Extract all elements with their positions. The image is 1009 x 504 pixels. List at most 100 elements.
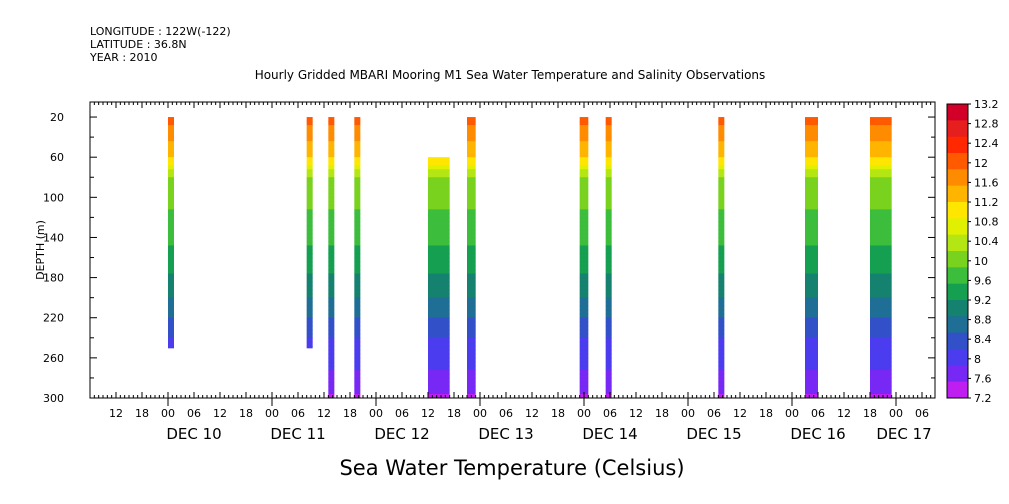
data-cell bbox=[718, 145, 725, 150]
data-cell bbox=[718, 389, 725, 395]
data-cell bbox=[328, 173, 335, 178]
data-cell bbox=[579, 117, 589, 122]
data-cell bbox=[805, 189, 818, 194]
data-cell bbox=[328, 373, 335, 379]
data-cell bbox=[718, 121, 725, 126]
data-cell bbox=[354, 297, 361, 303]
data-cell bbox=[805, 193, 818, 198]
data-cell bbox=[354, 209, 361, 214]
data-cell bbox=[306, 141, 313, 146]
data-cell bbox=[467, 217, 476, 222]
colorbar-swatch bbox=[947, 300, 968, 317]
data-cell bbox=[805, 325, 818, 331]
data-cell bbox=[605, 245, 612, 250]
data-cell bbox=[428, 313, 450, 319]
data-cell bbox=[168, 193, 174, 198]
data-cell bbox=[328, 269, 335, 275]
data-cell bbox=[605, 177, 612, 182]
data-cell bbox=[718, 269, 725, 275]
data-cell bbox=[306, 333, 313, 339]
data-cell bbox=[168, 249, 174, 255]
x-tick-label: 18 bbox=[135, 407, 149, 420]
data-cell bbox=[805, 161, 818, 166]
data-cell bbox=[718, 181, 725, 186]
data-cell bbox=[354, 217, 361, 222]
data-cell bbox=[168, 281, 174, 287]
data-cell bbox=[579, 237, 589, 242]
data-cell bbox=[870, 273, 892, 279]
data-cell bbox=[579, 373, 589, 379]
data-cell bbox=[579, 141, 589, 146]
data-cell bbox=[168, 237, 174, 242]
x-tick-label: 18 bbox=[239, 407, 253, 420]
data-cell bbox=[354, 277, 361, 283]
data-cell bbox=[168, 181, 174, 186]
data-cell bbox=[328, 289, 335, 295]
data-cell bbox=[354, 161, 361, 166]
data-cell bbox=[328, 253, 335, 259]
data-cell bbox=[870, 305, 892, 311]
data-cell bbox=[870, 189, 892, 194]
data-cell bbox=[428, 273, 450, 279]
data-cell bbox=[306, 297, 313, 303]
data-cell bbox=[718, 361, 725, 367]
data-cell bbox=[428, 169, 450, 174]
data-cell bbox=[718, 257, 725, 263]
data-cell bbox=[168, 185, 174, 190]
colorbar-swatch bbox=[947, 332, 968, 350]
y-tick-label: 260 bbox=[43, 352, 64, 365]
data-cell bbox=[328, 245, 335, 250]
data-cell bbox=[306, 121, 313, 126]
data-cell bbox=[168, 245, 174, 250]
data-cell bbox=[870, 209, 892, 214]
data-cell bbox=[718, 221, 725, 226]
data-cell bbox=[168, 321, 174, 327]
data-cell bbox=[354, 201, 361, 206]
data-cell bbox=[467, 233, 476, 238]
data-cell bbox=[870, 201, 892, 206]
data-cell bbox=[870, 377, 892, 383]
data-cell bbox=[718, 185, 725, 190]
data-cell bbox=[805, 225, 818, 230]
data-cell bbox=[328, 305, 335, 311]
data-cell bbox=[306, 257, 313, 263]
data-cell bbox=[428, 285, 450, 291]
data-cell bbox=[328, 309, 335, 315]
data-cell bbox=[467, 389, 476, 395]
data-cell bbox=[870, 237, 892, 242]
data-cell bbox=[428, 369, 450, 375]
data-cell bbox=[579, 305, 589, 311]
data-cell bbox=[306, 321, 313, 327]
data-cell bbox=[605, 269, 612, 275]
data-cell bbox=[718, 197, 725, 202]
data-cell bbox=[718, 229, 725, 234]
data-cell bbox=[870, 301, 892, 307]
colorbar: 13.2 12.8 12.4 12 11.6 11.2 10.8 10.4 10 9.6 9.2 8.… bbox=[946, 98, 999, 405]
data-cell bbox=[870, 317, 892, 323]
data-cell bbox=[428, 201, 450, 206]
data-cell bbox=[605, 249, 612, 255]
data-cell bbox=[354, 285, 361, 291]
data-cell bbox=[306, 161, 313, 166]
data-cell bbox=[805, 393, 818, 399]
data-cell bbox=[306, 245, 313, 250]
x-day-label: DEC 15 bbox=[686, 425, 741, 443]
data-cell bbox=[428, 305, 450, 311]
data-cell bbox=[805, 221, 818, 226]
data-cell bbox=[605, 321, 612, 327]
data-column bbox=[428, 157, 450, 399]
data-cell bbox=[354, 193, 361, 198]
data-cell bbox=[467, 141, 476, 146]
data-cell bbox=[805, 181, 818, 186]
data-column bbox=[467, 117, 476, 399]
data-cell bbox=[805, 365, 818, 371]
data-cell bbox=[605, 377, 612, 383]
data-cell bbox=[328, 349, 335, 355]
data-cell bbox=[428, 269, 450, 275]
latitude-label: LATITUDE : 36.8N bbox=[90, 38, 187, 51]
x-tick-label: 12 bbox=[629, 407, 643, 420]
data-cell bbox=[354, 301, 361, 307]
data-cell bbox=[605, 301, 612, 307]
data-cell bbox=[428, 345, 450, 351]
data-cell bbox=[579, 337, 589, 343]
